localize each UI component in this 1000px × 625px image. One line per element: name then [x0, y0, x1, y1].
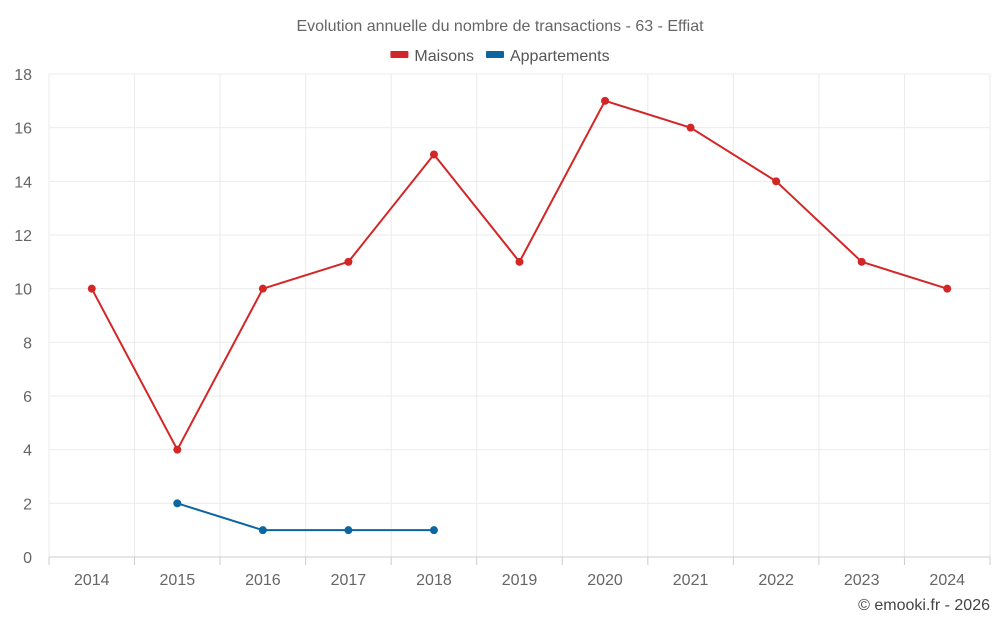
y-tick-label: 8 — [23, 335, 32, 352]
y-tick-label: 14 — [14, 174, 32, 191]
legend-swatch — [390, 51, 409, 58]
y-tick-label: 0 — [23, 550, 32, 567]
data-point[interactable] — [429, 150, 438, 159]
x-tick-label: 2021 — [673, 572, 709, 589]
data-point[interactable] — [601, 96, 610, 105]
y-tick-label: 10 — [14, 282, 32, 299]
x-tick-label: 2016 — [245, 572, 281, 589]
x-tick-label: 2024 — [929, 572, 965, 589]
grid — [48, 73, 991, 565]
legend-label: Maisons — [414, 48, 474, 65]
data-point[interactable] — [87, 284, 96, 293]
data-point[interactable] — [258, 284, 267, 293]
data-point[interactable] — [344, 257, 353, 266]
data-point[interactable] — [173, 445, 182, 454]
x-tick-label: 2022 — [758, 572, 794, 589]
x-tick-label: 2014 — [74, 572, 110, 589]
x-tick-label: 2019 — [502, 572, 538, 589]
data-point[interactable] — [515, 257, 524, 266]
legend-item-maisons[interactable]: Maisons — [390, 48, 474, 65]
data-point[interactable] — [943, 284, 952, 293]
x-tick-label: 2018 — [416, 572, 452, 589]
y-tick-label: 2 — [23, 496, 32, 513]
legend[interactable]: Maisons Appartements — [390, 48, 610, 65]
data-point[interactable] — [173, 499, 182, 508]
y-tick-label: 12 — [14, 228, 32, 245]
chart-title: Evolution annuelle du nombre de transact… — [296, 18, 704, 35]
data-point[interactable] — [429, 526, 438, 535]
series-appartements — [173, 499, 438, 535]
legend-item-appartements[interactable]: Appartements — [485, 48, 610, 65]
credit-text: © emooki.fr - 2026 — [858, 597, 990, 614]
x-tick-label: 2023 — [844, 572, 880, 589]
y-tick-label: 16 — [14, 121, 32, 138]
data-point[interactable] — [258, 526, 267, 535]
data-point[interactable] — [686, 123, 695, 132]
series-line — [177, 502, 434, 532]
y-tick-label: 4 — [23, 443, 32, 460]
data-point[interactable] — [772, 177, 781, 186]
data-point[interactable] — [857, 257, 866, 266]
x-axis: 2014 2015 2016 2017 2018 2019 2020 2021 2022 2023… — [74, 572, 965, 589]
series-maisons — [87, 96, 952, 454]
x-tick-label: 2020 — [587, 572, 623, 589]
x-tick-label: 2015 — [160, 572, 196, 589]
y-axis: 0 2 4 6 8 10 12 14 16 18 — [14, 67, 32, 567]
data-point[interactable] — [344, 526, 353, 535]
series-layer — [87, 96, 952, 535]
y-tick-label: 18 — [14, 67, 32, 84]
legend-swatch — [485, 51, 504, 58]
legend-label: Appartements — [510, 48, 610, 65]
y-tick-label: 6 — [23, 389, 32, 406]
x-tick-label: 2017 — [331, 572, 367, 589]
